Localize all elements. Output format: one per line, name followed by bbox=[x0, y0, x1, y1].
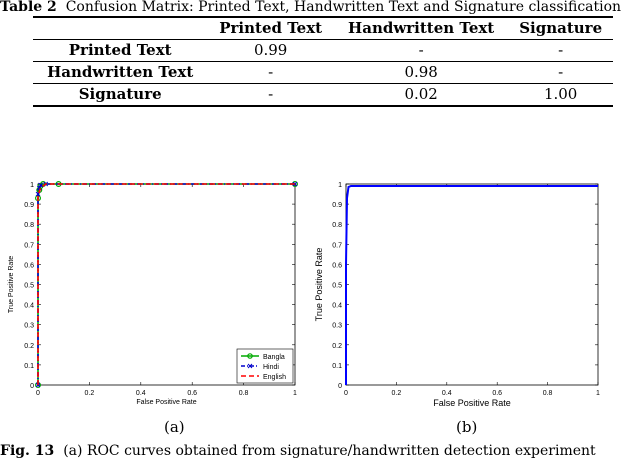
y-tick-label: 1 bbox=[30, 182, 34, 189]
table-cell: - bbox=[558, 63, 564, 81]
legend-marker-bangla bbox=[247, 353, 253, 359]
table-caption-text: Confusion Matrix: Printed Text, Handwrit… bbox=[65, 0, 622, 14]
y-tick-label: 0 bbox=[338, 383, 342, 390]
y-tick-label: 0.9 bbox=[332, 202, 342, 209]
table-row-label: Printed Text bbox=[68, 41, 172, 59]
data-point-hindi bbox=[38, 182, 43, 188]
y-tick-label: 0.7 bbox=[24, 242, 34, 249]
table-caption-label: Table 2 bbox=[0, 0, 57, 14]
y-tick-label: 0.1 bbox=[332, 363, 342, 370]
series-line-hindi bbox=[37, 183, 295, 385]
x-tick-label: 0.8 bbox=[543, 390, 553, 397]
y-tick-label: 0.4 bbox=[24, 303, 34, 310]
x-tick-label: 1 bbox=[596, 390, 600, 397]
x-tick-label: 0.6 bbox=[492, 390, 502, 397]
y-tick-label: 1 bbox=[338, 182, 342, 189]
table-cell: - bbox=[268, 85, 274, 103]
y-axis-label: True Positive Rate bbox=[8, 256, 15, 313]
x-tick-label: 0.2 bbox=[85, 390, 95, 397]
x-tick-label: 0.2 bbox=[392, 390, 402, 397]
y-tick-label: 0.2 bbox=[24, 343, 34, 350]
figure-caption-text: (a) ROC curves obtained from signature/h… bbox=[63, 444, 596, 459]
table-header-cell bbox=[33, 17, 207, 40]
plot-frame bbox=[345, 183, 599, 386]
table-caption: Table 2 Confusion Matrix: Printed Text, … bbox=[0, 0, 640, 14]
table-header-cell: Signature bbox=[519, 19, 603, 37]
table-header-cell: Printed Text bbox=[219, 19, 323, 37]
y-tick-label: 0.5 bbox=[332, 283, 342, 290]
table-row-label: Signature bbox=[78, 85, 162, 103]
x-tick-label: 0 bbox=[36, 390, 40, 397]
legend-marker-hindi bbox=[247, 363, 253, 369]
table-cell: - bbox=[558, 41, 564, 59]
y-tick-label: 0.3 bbox=[332, 323, 342, 330]
x-tick-label: 0 bbox=[344, 390, 348, 397]
table-cell: 0.98 bbox=[404, 63, 438, 81]
legend-label-hindi: Hindi bbox=[263, 364, 279, 371]
table-header-row: Printed Text Handwritten Text Signature bbox=[33, 17, 613, 40]
confusion-matrix-table: Printed Text Handwritten Text Signature … bbox=[33, 16, 613, 107]
y-tick-label: 0.5 bbox=[24, 283, 34, 290]
table-cell: 0.02 bbox=[404, 85, 438, 103]
figure-caption-label: Fig. 13 bbox=[0, 444, 55, 459]
legend-label-english: English bbox=[263, 374, 286, 381]
y-tick-label: 0.8 bbox=[24, 222, 34, 229]
subfigure-label-b: (b) bbox=[456, 418, 478, 436]
table-cell: - bbox=[268, 63, 274, 81]
table-row-label: Handwritten Text bbox=[47, 63, 194, 81]
table-header-cell: Handwritten Text bbox=[348, 19, 495, 37]
x-tick-label: 0.6 bbox=[187, 390, 197, 397]
y-tick-label: 0.6 bbox=[24, 262, 34, 269]
table-row: Signature - 0.02 1.00 bbox=[33, 84, 613, 106]
y-tick-label: 0 bbox=[30, 383, 34, 390]
y-tick-label: 0.7 bbox=[332, 242, 342, 249]
y-axis-label: True Positive Rate bbox=[314, 248, 324, 322]
table-cell: - bbox=[418, 41, 424, 59]
legend-box bbox=[236, 348, 294, 384]
y-tick-label: 0.4 bbox=[332, 303, 342, 310]
y-tick-label: 0.3 bbox=[24, 323, 34, 330]
x-tick-label: 0.4 bbox=[136, 390, 146, 397]
series-line-roc bbox=[345, 185, 598, 385]
x-tick-label: 0.8 bbox=[239, 390, 249, 397]
y-tick-label: 0.1 bbox=[24, 363, 34, 370]
x-tick-label: 1 bbox=[293, 390, 297, 397]
table-row: Handwritten Text - 0.98 - bbox=[33, 62, 613, 84]
x-axis-label: False Positive Rate bbox=[136, 399, 196, 406]
y-tick-label: 0.2 bbox=[332, 343, 342, 350]
x-tick-label: 0.4 bbox=[442, 390, 452, 397]
table-cell: 1.00 bbox=[543, 85, 578, 103]
legend-label-bangla: Bangla bbox=[263, 354, 285, 361]
roc-chart-a: 0 0.2 0.4 0.6 0.8 1 0 0.1 0.2 0.3 0.4 0.5 0.6 0.7 0.8 0… bbox=[8, 181, 299, 406]
figure-caption: Fig. 13 (a) ROC curves obtained from sig… bbox=[0, 444, 640, 459]
table-row: Printed Text 0.99 - - bbox=[33, 40, 613, 62]
roc-chart-b: 0 0.2 0.4 0.6 0.8 1 0 0.1 0.2 0.3 0.4 0.5 0.6 0.7 0.8 0… bbox=[314, 182, 600, 408]
y-tick-label: 0.6 bbox=[332, 262, 342, 269]
data-point-hindi bbox=[292, 181, 298, 187]
x-axis-label: False Positive Rate bbox=[433, 398, 511, 408]
y-tick-label: 0.9 bbox=[24, 202, 34, 209]
y-tick-label: 0.8 bbox=[332, 222, 342, 229]
subfigure-label-a: (a) bbox=[164, 418, 185, 436]
table-cell: 0.99 bbox=[253, 41, 288, 59]
